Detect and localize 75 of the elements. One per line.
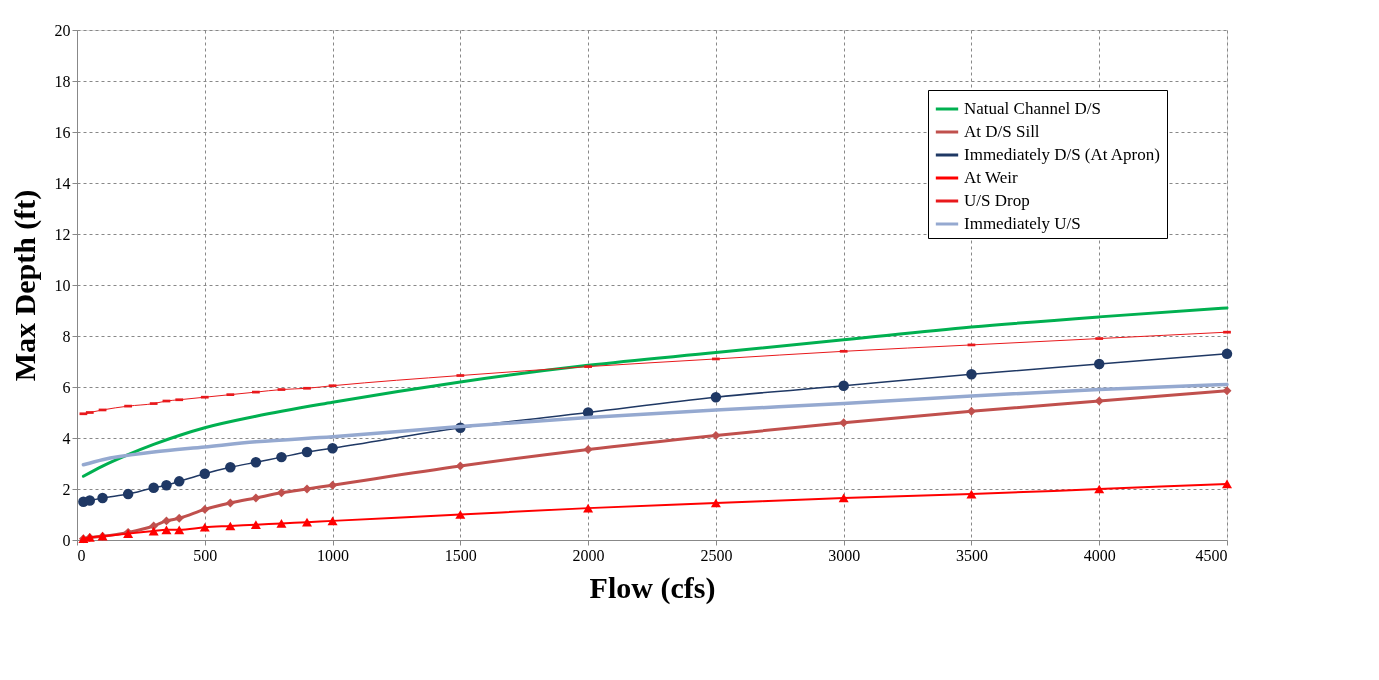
y-axis-title: Max Depth (ft) [7,189,42,382]
point [1094,484,1105,494]
point [174,525,185,535]
x-tick-label: 3000 [828,546,861,564]
x-tick-label: 4000 [1083,546,1116,564]
y-tick-label: 20 [54,21,71,39]
point [839,418,849,428]
point [225,521,236,531]
point [148,526,159,536]
point [966,406,976,416]
x-tick-label: 3500 [955,546,988,564]
x-tick-label: 2500 [700,546,733,564]
point [250,456,262,468]
y-tick-label: 18 [54,72,71,90]
legend-label: U/S Drop [964,191,1030,210]
point [251,493,261,503]
point [838,380,849,391]
point [122,488,134,500]
line-series [81,306,1229,478]
point [276,451,287,463]
x-tick-label: 2000 [572,546,605,564]
point [148,482,159,493]
point [161,516,171,526]
point [966,489,977,499]
legend-label: Natual Channel D/S [964,99,1101,118]
legend-label: Immediately U/S [964,214,1081,233]
point [84,495,96,506]
legend-label: At Weir [964,168,1018,187]
point [276,488,286,498]
y-tick-label: 6 [62,378,71,396]
x-tick-label: 1000 [317,546,350,564]
y-tick-label: 16 [54,123,71,141]
point [301,446,313,458]
y-tick-label: 14 [54,174,71,192]
x-tick-label: 0 [77,546,86,564]
point [711,430,721,440]
point [1221,348,1233,360]
x-tick-label: 500 [193,546,218,564]
x-tick-label: 1500 [444,546,477,564]
point [583,503,594,513]
point [455,510,466,519]
point [1222,386,1232,396]
x-tick-label: 4500 [1195,546,1228,564]
y-tick-label: 4 [62,429,71,447]
point [838,493,849,503]
point [225,498,235,508]
point [199,522,210,532]
point [174,513,184,523]
point [161,479,172,491]
point [199,468,211,479]
y-tick-label: 0 [62,531,71,549]
point [1222,479,1232,489]
point [327,442,338,454]
y-tick-label: 8 [62,327,71,345]
x-axis-title: Flow (cfs) [589,570,716,605]
point [710,391,722,403]
point [327,516,338,526]
point [710,498,721,508]
legend-label: Immediately D/S (At Apron) [964,145,1160,164]
legend-label: At D/S Sill [964,122,1040,141]
point [173,476,185,487]
y-tick-label: 12 [54,225,71,243]
point [302,484,312,494]
point [1093,358,1105,370]
point [161,525,172,535]
y-tick-label: 10 [54,276,71,294]
point [225,462,236,473]
point [966,369,977,380]
point [276,519,287,528]
point [250,520,261,530]
point [328,480,338,490]
point [583,445,593,454]
point [200,504,210,514]
y-tick-label: 2 [62,480,71,498]
point [97,492,108,504]
